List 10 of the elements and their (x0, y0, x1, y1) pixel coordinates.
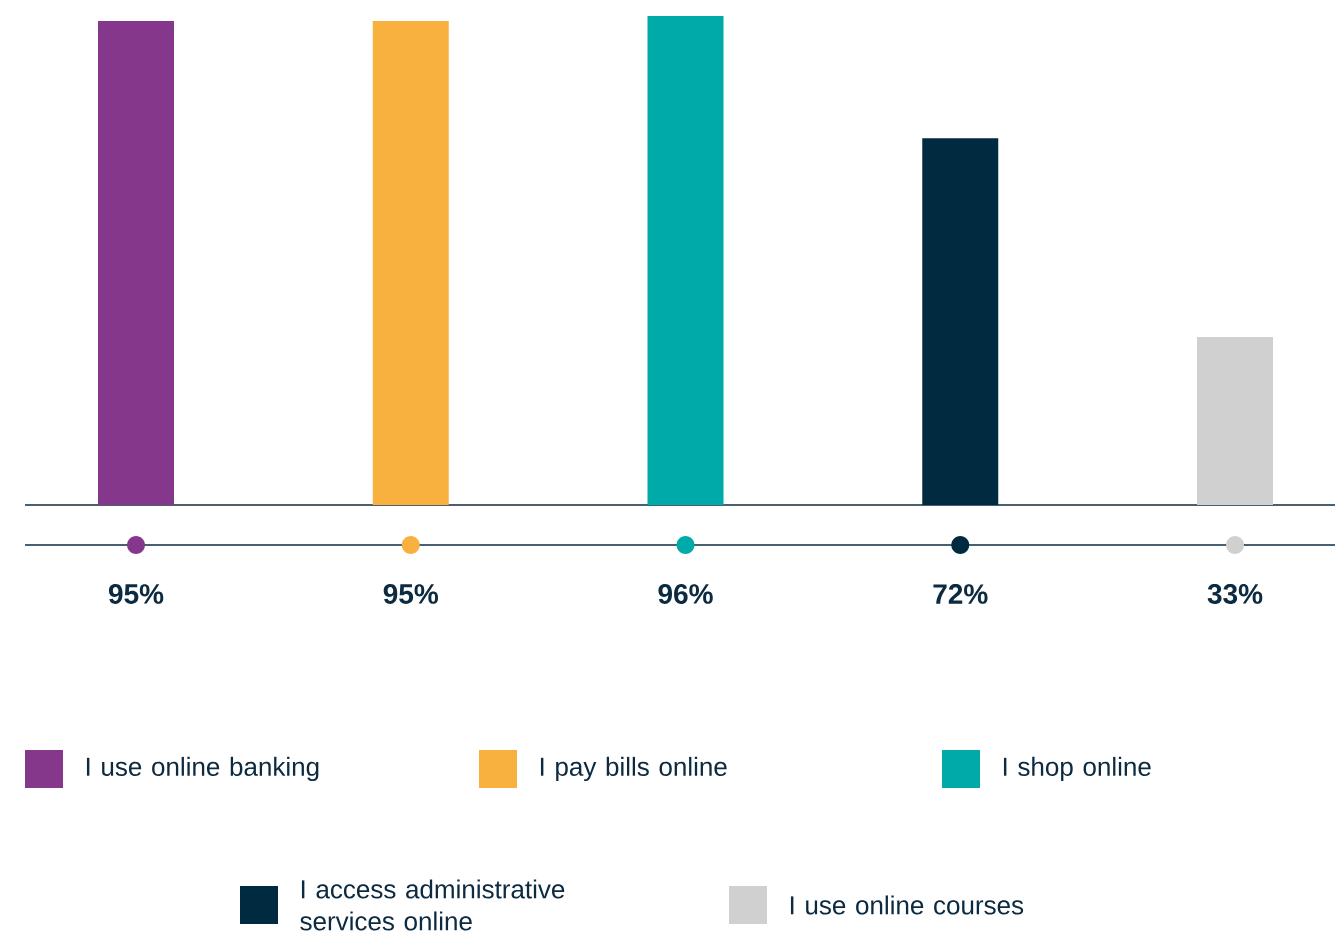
data-label: 72% (933, 584, 988, 604)
data-label: 95% (108, 584, 164, 604)
legend-label: I use online banking (86, 756, 319, 782)
data-label: 96% (658, 584, 713, 604)
legend-label: I pay bills online (540, 756, 727, 782)
legend-label: I use online courses (790, 895, 1024, 915)
legend-label: I access administrative services online (300, 879, 565, 931)
data-label: 33% (1207, 584, 1263, 604)
data-label: 95% (383, 584, 439, 604)
legend-label: I shop online (1003, 756, 1151, 782)
